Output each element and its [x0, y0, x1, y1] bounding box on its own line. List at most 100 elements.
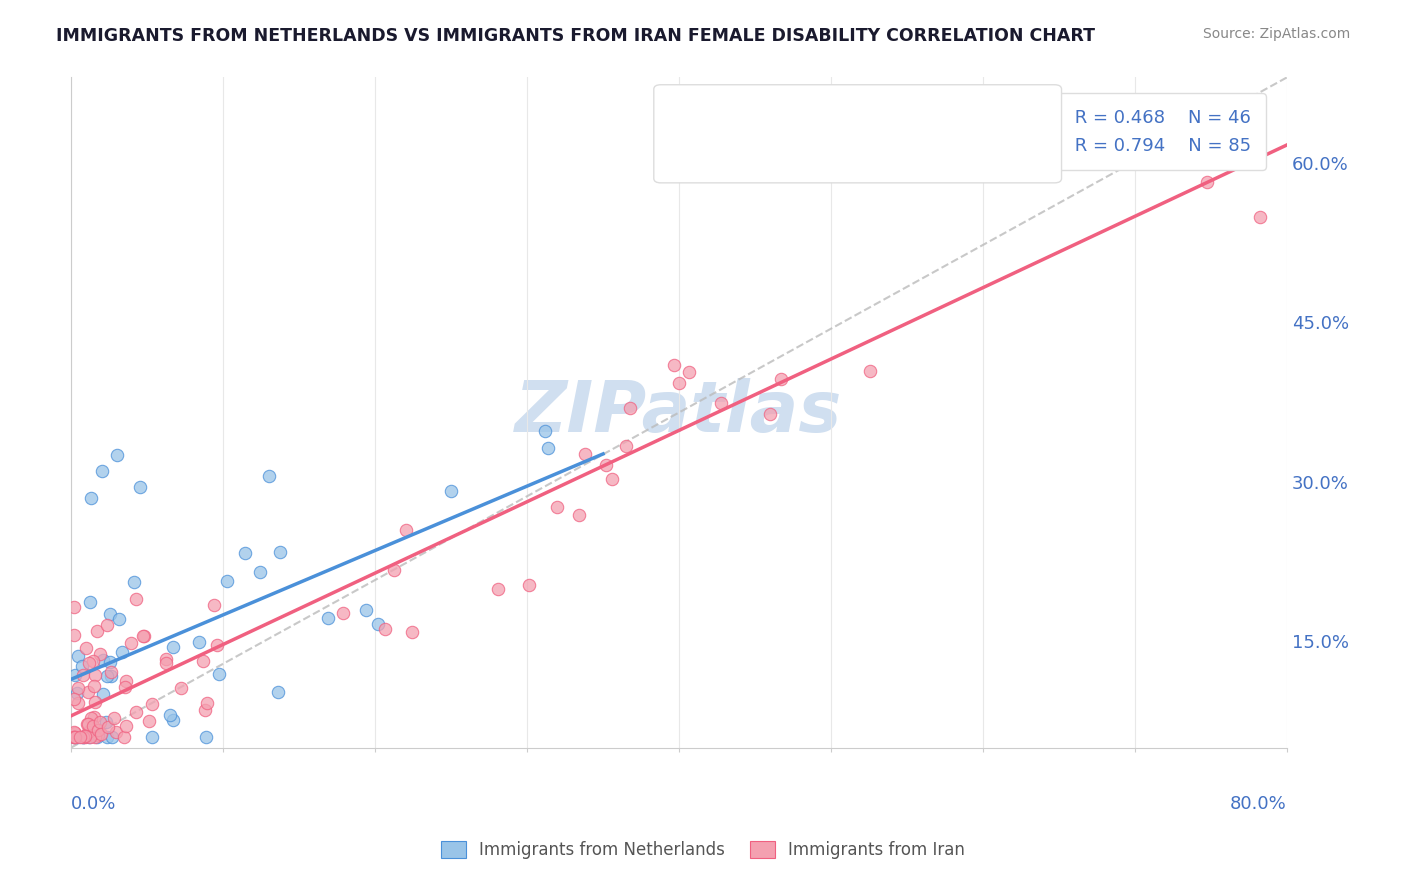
Point — [77, 730, 100, 744]
Point — [63, 726, 86, 740]
Point — [82, 654, 104, 668]
Point — [107, 612, 129, 626]
Point — [75, 640, 97, 655]
Point — [87, 728, 110, 742]
Point — [94, 714, 117, 729]
Point — [194, 703, 217, 717]
Point — [67, 681, 90, 695]
Point — [170, 681, 193, 695]
Point — [63, 691, 86, 706]
Point — [488, 582, 510, 596]
Text: 0.0%: 0.0% — [72, 796, 117, 814]
Point — [111, 645, 134, 659]
Text: ZIPatlas: ZIPatlas — [516, 378, 842, 447]
Point — [115, 719, 138, 733]
Point — [101, 730, 124, 744]
Point — [537, 441, 560, 455]
Point — [96, 669, 118, 683]
Point — [67, 648, 90, 663]
Point — [100, 669, 122, 683]
Point — [859, 364, 882, 378]
Legend: Immigrants from Netherlands, Immigrants from Iran: Immigrants from Netherlands, Immigrants … — [434, 834, 972, 866]
Point — [155, 652, 177, 666]
Point — [103, 711, 125, 725]
Point — [1199, 134, 1222, 148]
Point — [122, 574, 145, 589]
Point — [131, 629, 153, 643]
Text: IMMIGRANTS FROM NETHERLANDS VS IMMIGRANTS FROM IRAN FEMALE DISABILITY CORRELATIO: IMMIGRANTS FROM NETHERLANDS VS IMMIGRANT… — [56, 27, 1095, 45]
Point — [76, 685, 98, 699]
Point — [194, 730, 217, 744]
Point — [63, 599, 86, 614]
Point — [134, 629, 156, 643]
Point — [205, 638, 228, 652]
Point — [84, 695, 107, 709]
Point — [66, 685, 89, 699]
Point — [567, 508, 589, 522]
Point — [120, 636, 142, 650]
Point — [86, 624, 108, 638]
Point — [63, 730, 86, 744]
Point — [382, 564, 405, 578]
Point — [90, 727, 112, 741]
Point — [112, 730, 135, 744]
Point — [89, 647, 111, 661]
Point — [125, 592, 148, 607]
Point — [758, 407, 780, 421]
Point — [72, 730, 94, 744]
Point — [395, 523, 418, 537]
Point — [97, 720, 120, 734]
Point — [83, 710, 105, 724]
Point — [257, 469, 280, 483]
Point — [595, 458, 617, 472]
Point — [105, 448, 128, 462]
Point — [141, 697, 163, 711]
Point — [546, 500, 568, 514]
Point — [79, 594, 101, 608]
Point — [66, 730, 89, 744]
Point — [141, 730, 163, 744]
Point — [104, 724, 127, 739]
Legend:  R = 0.468    N = 46,  R = 0.794    N = 85: R = 0.468 N = 46, R = 0.794 N = 85 — [1014, 93, 1265, 169]
Point — [267, 685, 290, 699]
Point — [70, 658, 93, 673]
Point — [367, 617, 389, 632]
Point — [440, 483, 463, 498]
Point — [79, 656, 101, 670]
Point — [89, 714, 111, 729]
Point — [354, 603, 377, 617]
Point — [235, 545, 257, 559]
Point — [84, 730, 107, 744]
Point — [374, 622, 396, 636]
Point — [159, 707, 181, 722]
Point — [769, 372, 792, 386]
Text: Source: ZipAtlas.com: Source: ZipAtlas.com — [1202, 27, 1350, 41]
Point — [72, 667, 94, 681]
Point — [83, 679, 105, 693]
Point — [1249, 210, 1271, 224]
Point — [115, 674, 138, 689]
Point — [202, 598, 225, 612]
Point — [668, 376, 690, 390]
Point — [1129, 138, 1152, 153]
Point — [69, 730, 91, 744]
Point — [63, 730, 86, 744]
Point — [72, 730, 94, 744]
Point — [1195, 175, 1218, 189]
Point — [93, 652, 115, 666]
Point — [710, 396, 733, 410]
Point — [187, 635, 209, 649]
Point — [128, 480, 150, 494]
Point — [574, 447, 596, 461]
Point — [195, 696, 218, 710]
Point — [65, 730, 87, 744]
Point — [138, 714, 160, 728]
Point — [86, 730, 108, 744]
Point — [162, 640, 184, 655]
Point — [401, 625, 423, 640]
Point — [318, 611, 340, 625]
Point — [72, 730, 94, 744]
Point — [662, 359, 685, 373]
Point — [155, 656, 177, 670]
Point — [269, 545, 291, 559]
